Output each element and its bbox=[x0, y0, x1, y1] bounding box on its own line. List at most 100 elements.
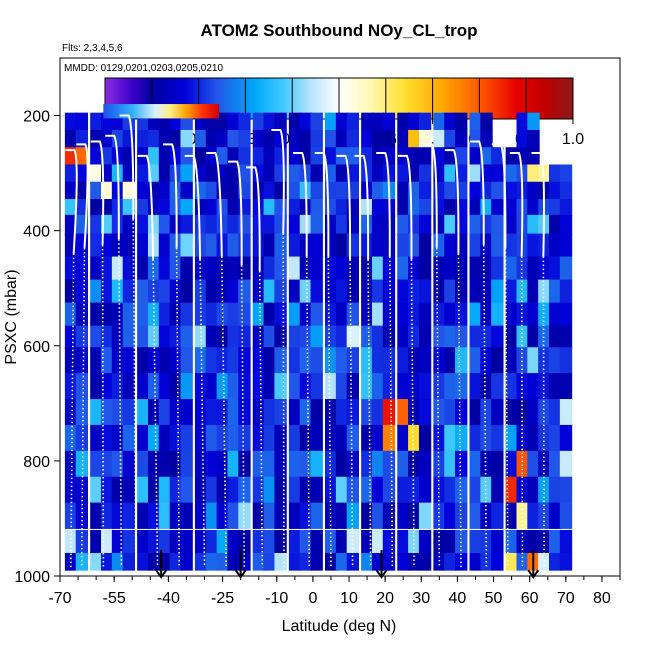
heatmap-cell bbox=[238, 164, 251, 183]
heatmap-cell bbox=[64, 450, 78, 478]
heatmap-cell bbox=[397, 347, 410, 374]
heatmap-cell bbox=[418, 424, 432, 452]
heatmap-cell bbox=[408, 424, 421, 452]
heatmap-cell bbox=[263, 347, 276, 374]
heatmap-cell bbox=[205, 399, 219, 426]
heatmap-cell bbox=[205, 424, 219, 452]
heatmap-cell bbox=[444, 199, 457, 217]
heatmap-cell bbox=[205, 552, 219, 571]
heatmap-cell bbox=[64, 529, 78, 554]
heatmap-cell bbox=[361, 112, 374, 131]
heatmap-cell bbox=[90, 147, 103, 165]
heatmap-cell bbox=[433, 347, 446, 374]
heatmap-cell bbox=[101, 450, 114, 478]
profile-solid bbox=[163, 143, 178, 248]
heatmap-cell bbox=[335, 214, 349, 236]
arrow-markers bbox=[155, 550, 540, 579]
heatmap-cell bbox=[216, 199, 229, 217]
heatmap-cell bbox=[491, 199, 504, 217]
x-tick-label: -10 bbox=[265, 590, 288, 607]
heatmap-cell bbox=[371, 529, 385, 554]
heatmap-cell bbox=[252, 450, 266, 478]
heatmap-cell bbox=[238, 502, 251, 529]
heatmap-cell bbox=[455, 399, 468, 426]
heatmap-cell bbox=[444, 302, 457, 327]
heatmap-cell bbox=[433, 502, 446, 529]
heatmap-cell bbox=[122, 181, 136, 200]
heatmap-cell bbox=[371, 450, 385, 478]
heatmap-cell bbox=[335, 129, 349, 148]
heatmap-cell bbox=[559, 233, 573, 257]
heatmap-cell bbox=[549, 373, 562, 400]
heatmap-cell bbox=[538, 302, 551, 327]
heatmap-cell bbox=[147, 424, 161, 452]
heatmap-cell bbox=[505, 529, 518, 554]
heatmap-cell bbox=[418, 129, 432, 148]
heatmap-cell bbox=[433, 424, 446, 452]
heatmap-cell bbox=[274, 279, 287, 304]
heatmap-cell bbox=[371, 147, 385, 165]
heatmap-cell bbox=[361, 325, 374, 350]
heatmap-cell bbox=[101, 399, 114, 426]
heatmap-cell bbox=[516, 373, 529, 400]
heatmap-cell bbox=[433, 529, 446, 554]
heatmap-cell bbox=[274, 147, 287, 165]
heatmap-cell bbox=[263, 279, 276, 304]
heatmap-cell bbox=[75, 399, 89, 426]
heatmap-cell bbox=[505, 302, 518, 327]
y-axis: 200 400 600 800 1000 bbox=[14, 109, 60, 586]
heatmap-cell bbox=[158, 147, 172, 165]
heatmap-cell bbox=[90, 424, 103, 452]
profile-dotted bbox=[152, 259, 159, 568]
heatmap-cell bbox=[274, 199, 287, 217]
heatmap-cell bbox=[75, 552, 89, 571]
heatmap-cell bbox=[252, 325, 266, 350]
heatmap-cell bbox=[549, 256, 562, 280]
heatmap-cell bbox=[299, 450, 313, 478]
heatmap-cell bbox=[469, 214, 482, 236]
heatmap-cell bbox=[433, 325, 446, 350]
heatmap-cell bbox=[205, 450, 219, 478]
heatmap-cell bbox=[122, 302, 136, 327]
heatmap-cell bbox=[64, 502, 78, 529]
heatmap-cell bbox=[325, 214, 338, 236]
heatmap-cell bbox=[158, 502, 172, 529]
heatmap-cell bbox=[216, 256, 229, 280]
heatmap-cell bbox=[216, 347, 229, 374]
heatmap-cell bbox=[516, 302, 529, 327]
profile-solid bbox=[271, 128, 285, 234]
heatmap-cell bbox=[346, 373, 360, 400]
heatmap-cell bbox=[137, 302, 150, 327]
heatmap-cell bbox=[549, 164, 562, 183]
heatmap-cell bbox=[90, 164, 103, 183]
heatmap-cell bbox=[147, 233, 161, 257]
heatmap-cell bbox=[371, 233, 385, 257]
heatmap-cell bbox=[382, 325, 396, 350]
heatmap-cell bbox=[75, 347, 89, 374]
arrow-head bbox=[234, 569, 247, 579]
profile-dotted bbox=[410, 259, 415, 568]
heatmap-cell bbox=[274, 347, 287, 374]
heatmap-cell bbox=[288, 112, 302, 131]
x-tick-label: 50 bbox=[485, 590, 503, 607]
heatmap-cell bbox=[288, 325, 302, 350]
heatmap-cell bbox=[559, 199, 573, 217]
heatmap-cell bbox=[549, 552, 562, 571]
heatmap-cell bbox=[227, 164, 240, 183]
heatmap-cell bbox=[527, 233, 540, 257]
heatmap-cell bbox=[238, 476, 251, 504]
heatmap-cell bbox=[455, 373, 468, 400]
heatmap-cell bbox=[346, 279, 360, 304]
heatmap-cell bbox=[274, 233, 287, 257]
heatmap-cell bbox=[122, 325, 136, 350]
heatmap-cell bbox=[491, 214, 504, 236]
heatmap-cell bbox=[310, 399, 323, 426]
profile-solid bbox=[491, 143, 507, 248]
heatmap-cell bbox=[227, 347, 240, 374]
heatmap-cell bbox=[444, 325, 457, 350]
heatmap-cell bbox=[111, 233, 125, 257]
heatmap-cell bbox=[158, 279, 172, 304]
heatmap-cell bbox=[455, 450, 468, 478]
heatmap-cell bbox=[480, 502, 493, 529]
heatmap-cell bbox=[444, 164, 457, 183]
